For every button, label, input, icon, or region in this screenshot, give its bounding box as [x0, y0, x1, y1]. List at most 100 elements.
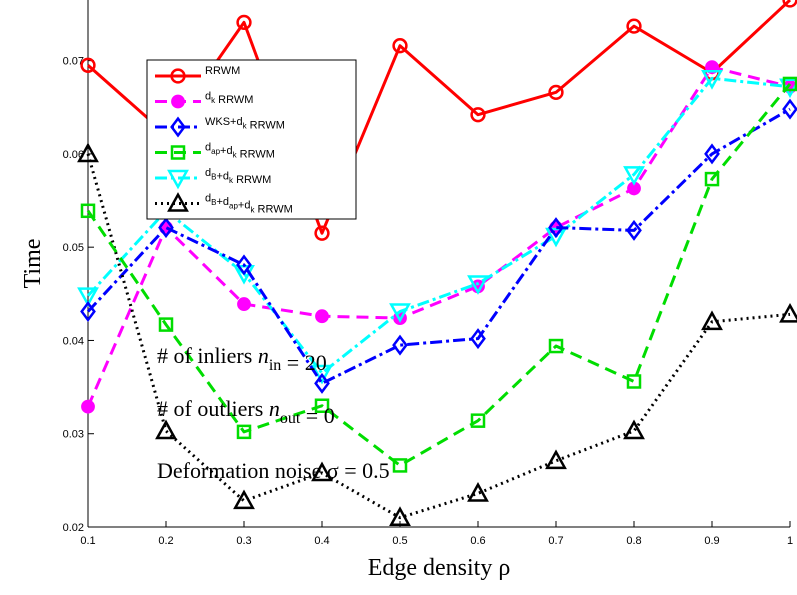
- subscript-text: k: [233, 151, 238, 160]
- x-tick-label: 0.7: [548, 535, 563, 547]
- data-point: [80, 57, 96, 73]
- data-point: [470, 413, 486, 428]
- series-layer: [77, 0, 797, 526]
- legend-label: dap+dk RRWM: [205, 142, 275, 161]
- subscript-text: ap: [229, 202, 238, 211]
- x-tick-label: 0.2: [158, 535, 173, 547]
- x-tick-label: 0.1: [80, 535, 95, 547]
- x-tick-label: 0.9: [704, 535, 719, 547]
- legend-marker: [170, 68, 186, 84]
- subscript-text: k: [243, 122, 248, 131]
- legend-label: dB+dap+dk RRWM: [205, 193, 293, 216]
- text-span: d: [205, 91, 211, 103]
- subscript-text: in: [269, 357, 281, 374]
- legend-item: WKS+dk RRWM: [155, 116, 285, 138]
- series-line: [86, 153, 791, 520]
- data-point: [548, 217, 564, 239]
- data-point: [545, 449, 567, 470]
- legend-label: RRWM: [205, 65, 240, 77]
- subscript-text: B: [211, 198, 216, 207]
- legend-marker: [171, 94, 185, 109]
- data-point: [704, 171, 720, 187]
- y-tick-label: 0.02: [63, 522, 84, 534]
- y-tick-label: 0.05: [63, 242, 84, 254]
- series-dap-dk-rrwm: [80, 76, 797, 473]
- data-point: [467, 482, 489, 502]
- legend-box: [146, 59, 357, 220]
- data-point: [626, 219, 642, 241]
- data-point: [389, 506, 411, 526]
- annotation-text: # of outliers nout = 0: [157, 396, 335, 428]
- y-tick-label: 0.07: [63, 56, 84, 68]
- data-point: [77, 287, 99, 308]
- data-point: [392, 458, 408, 473]
- subscript-text: k: [211, 96, 216, 105]
- text-span: +d: [216, 196, 229, 208]
- series-line: [86, 76, 791, 375]
- data-point: [80, 203, 96, 219]
- x-tick-label: 0.8: [626, 535, 641, 547]
- legend-item: RRWM: [155, 65, 240, 84]
- legend-label: dk RRWM: [205, 91, 253, 107]
- y-tick-label: 0.06: [63, 149, 84, 161]
- data-point: [315, 309, 329, 324]
- data-point: [623, 166, 645, 186]
- axes: 0.1 0.2 0.3 0.4 0.5 0.6 0.7 0.8 0.9 1 0.02 0.03 0.04…: [63, 0, 793, 547]
- subscript-text: ap: [211, 147, 220, 156]
- data-point: [237, 297, 251, 311]
- data-point: [470, 107, 486, 123]
- data-point: [701, 310, 723, 331]
- text-span: RRWM: [215, 94, 253, 106]
- legend-item: dB+dk RRWM: [155, 167, 271, 190]
- subscript-text: k: [229, 176, 234, 185]
- text-span: n: [269, 396, 280, 421]
- data-point: [782, 98, 797, 120]
- text-span: = 20: [281, 350, 326, 375]
- data-point: [233, 489, 255, 510]
- text-span: RRWM: [254, 203, 292, 215]
- data-point: [389, 303, 411, 323]
- data-point: [158, 317, 174, 332]
- data-point: [236, 424, 252, 440]
- subscript-text: k: [250, 205, 255, 214]
- data-point: [548, 338, 564, 354]
- text-span: +d: [238, 200, 251, 212]
- data-point: [782, 76, 797, 92]
- text-span: RRWM: [237, 149, 275, 161]
- x-tick-label: 0.5: [392, 535, 407, 547]
- y-tick-label: 0.04: [63, 335, 84, 347]
- data-point: [467, 275, 489, 295]
- legend-marker: [167, 192, 189, 212]
- data-point: [704, 143, 720, 165]
- text-span: # of inliers: [157, 343, 258, 368]
- series-line: [86, 107, 791, 385]
- series-db-dap-dk-rrwm: [77, 142, 797, 526]
- legend-label: dB+dk RRWM: [205, 167, 271, 186]
- text-span: WKS+d: [205, 116, 243, 128]
- data-point: [701, 70, 723, 90]
- legend-marker: [167, 169, 189, 190]
- data-point: [314, 225, 330, 241]
- annotations: # of inliers nin = 20# of outliers nout …: [157, 343, 390, 483]
- data-point: [392, 38, 408, 54]
- legend-item: dk RRWM: [155, 91, 253, 109]
- annotation-text: # of inliers nin = 20: [157, 343, 327, 375]
- x-tick-label: 0.4: [314, 535, 329, 547]
- data-point: [314, 398, 330, 413]
- annotation-text: Deformation noise σ = 0.5: [157, 458, 390, 483]
- text-span: Deformation noise σ = 0.5: [157, 458, 390, 483]
- data-point: [81, 399, 95, 414]
- data-point: [311, 461, 333, 482]
- y-tick-label: 0.03: [63, 429, 84, 441]
- text-span: RRWM: [247, 120, 285, 132]
- legend-marker: [170, 145, 186, 160]
- data-point: [77, 142, 99, 163]
- text-span: +d: [220, 145, 233, 157]
- data-point: [155, 419, 177, 440]
- y-axis-title: Time: [20, 239, 46, 289]
- data-point: [782, 0, 797, 8]
- subscript-text: out: [280, 410, 301, 427]
- data-point: [236, 254, 252, 276]
